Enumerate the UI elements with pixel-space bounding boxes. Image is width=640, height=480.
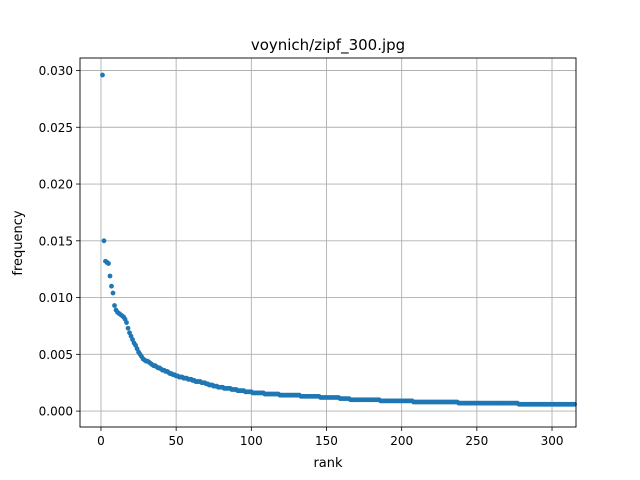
y-axis: 0.000 0.005 0.010 0.015 0.020 0.025 0.030 bbox=[39, 64, 80, 419]
x-tick-label: 300 bbox=[541, 434, 564, 448]
x-tick-label: 250 bbox=[465, 434, 488, 448]
scatter-points bbox=[100, 72, 577, 407]
x-axis: 0 50 100 150 200 250 300 bbox=[97, 427, 563, 448]
data-point bbox=[101, 238, 107, 244]
x-tick-label: 100 bbox=[240, 434, 263, 448]
data-point bbox=[100, 72, 105, 78]
y-tick-label: 0.025 bbox=[39, 121, 73, 135]
data-point bbox=[124, 320, 129, 325]
x-axis-label: rank bbox=[313, 456, 343, 471]
y-tick-label: 0.010 bbox=[39, 291, 73, 305]
x-tick-label: 150 bbox=[315, 434, 338, 448]
y-tick-label: 0.030 bbox=[39, 64, 73, 78]
y-tick-label: 0.000 bbox=[39, 405, 73, 419]
data-point bbox=[112, 303, 117, 308]
x-tick-label: 200 bbox=[390, 434, 413, 448]
data-point bbox=[125, 325, 131, 331]
y-tick-label: 0.020 bbox=[39, 178, 73, 192]
data-point bbox=[106, 261, 111, 266]
data-point bbox=[109, 283, 114, 289]
chart-title: voynich/zipf_300.jpg bbox=[251, 36, 405, 55]
y-tick-label: 0.005 bbox=[39, 348, 73, 362]
data-point bbox=[107, 273, 113, 279]
y-axis-label: frequency bbox=[11, 210, 26, 276]
data-point bbox=[110, 290, 116, 296]
x-tick-label: 0 bbox=[97, 434, 105, 448]
grid bbox=[80, 58, 576, 427]
y-tick-label: 0.015 bbox=[39, 234, 73, 248]
plot-frame bbox=[79, 57, 577, 428]
x-tick-label: 50 bbox=[169, 434, 184, 448]
